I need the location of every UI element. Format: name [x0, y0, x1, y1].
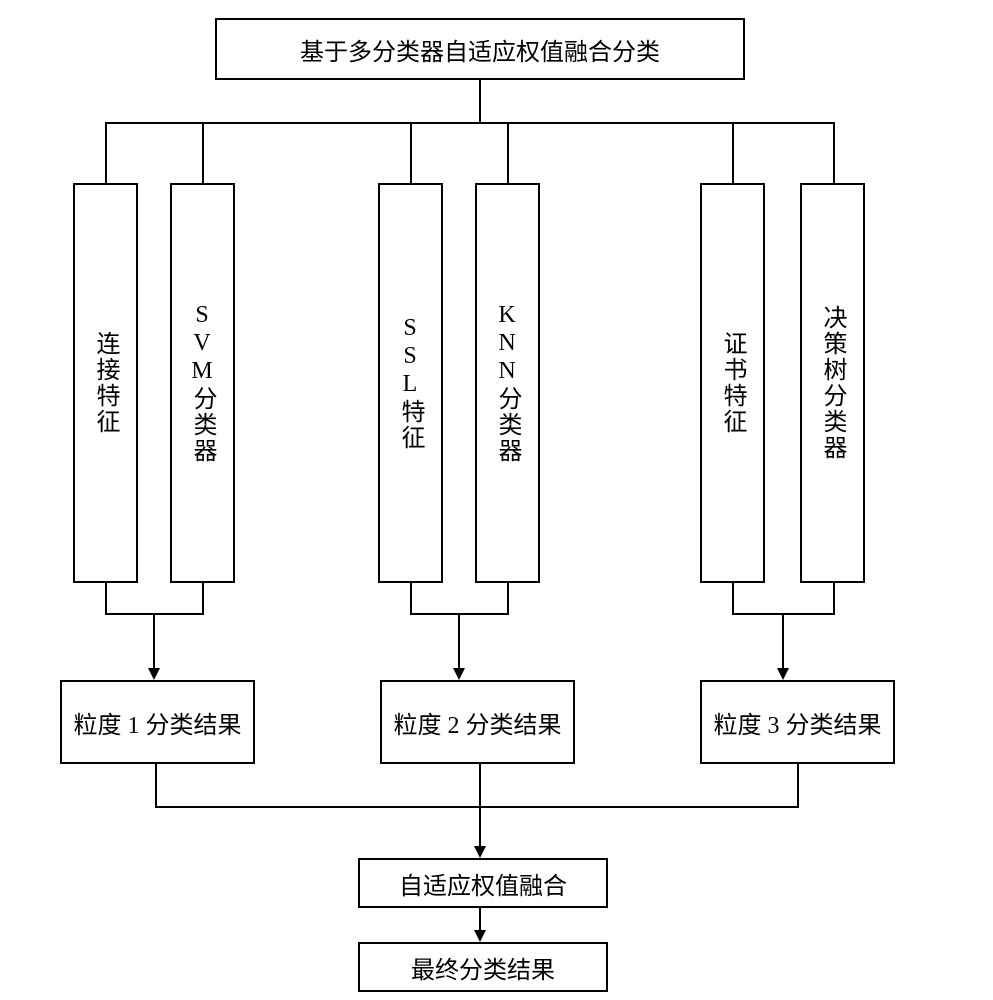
arrow-icon	[777, 668, 789, 680]
arrow-icon	[474, 930, 486, 942]
connector-line	[105, 122, 107, 183]
connector-line	[833, 122, 835, 183]
connector-line	[782, 613, 784, 668]
connector-line	[458, 613, 460, 668]
connector-line	[105, 122, 835, 124]
feature-text: SSL特征	[393, 315, 428, 451]
connector-line	[797, 764, 799, 806]
classifier-text: KNN分类器	[490, 302, 525, 464]
classifier-box-1: SVM分类器	[170, 183, 235, 583]
connector-line	[155, 764, 157, 806]
connector-line	[202, 122, 204, 183]
connector-line	[479, 764, 481, 846]
classifier-text: SVM分类器	[185, 302, 220, 464]
connector-line	[833, 583, 835, 613]
connector-line	[410, 583, 412, 613]
connector-line	[155, 806, 799, 808]
result-text: 粒度 3 分类结果	[714, 705, 882, 740]
feature-text: 连接特征	[88, 331, 123, 435]
classifier-box-2: KNN分类器	[475, 183, 540, 583]
title-box: 基于多分类器自适应权值融合分类	[215, 18, 745, 80]
arrow-icon	[148, 668, 160, 680]
arrow-icon	[474, 846, 486, 858]
feature-box-2: SSL特征	[378, 183, 443, 583]
result-box-3: 粒度 3 分类结果	[700, 680, 895, 764]
classifier-text: 决策树分类器	[815, 305, 850, 461]
feature-box-3: 证书特征	[700, 183, 765, 583]
result-text: 粒度 1 分类结果	[74, 705, 242, 740]
result-box-2: 粒度 2 分类结果	[380, 680, 575, 764]
result-box-1: 粒度 1 分类结果	[60, 680, 255, 764]
connector-line	[732, 583, 734, 613]
connector-line	[507, 583, 509, 613]
connector-line	[732, 122, 734, 183]
result-text: 粒度 2 分类结果	[394, 705, 562, 740]
feature-text: 证书特征	[715, 331, 750, 435]
feature-box-1: 连接特征	[73, 183, 138, 583]
fusion-box: 自适应权值融合	[358, 858, 608, 908]
title-text: 基于多分类器自适应权值融合分类	[300, 32, 660, 67]
connector-line	[507, 122, 509, 183]
connector-line	[202, 583, 204, 613]
final-box: 最终分类结果	[358, 942, 608, 992]
connector-line	[153, 613, 155, 668]
final-text: 最终分类结果	[411, 950, 555, 985]
connector-line	[479, 908, 481, 930]
classifier-box-3: 决策树分类器	[800, 183, 865, 583]
connector-line	[105, 583, 107, 613]
fusion-text: 自适应权值融合	[399, 866, 567, 901]
connector-line	[410, 122, 412, 183]
connector-line	[479, 80, 481, 122]
arrow-icon	[453, 668, 465, 680]
